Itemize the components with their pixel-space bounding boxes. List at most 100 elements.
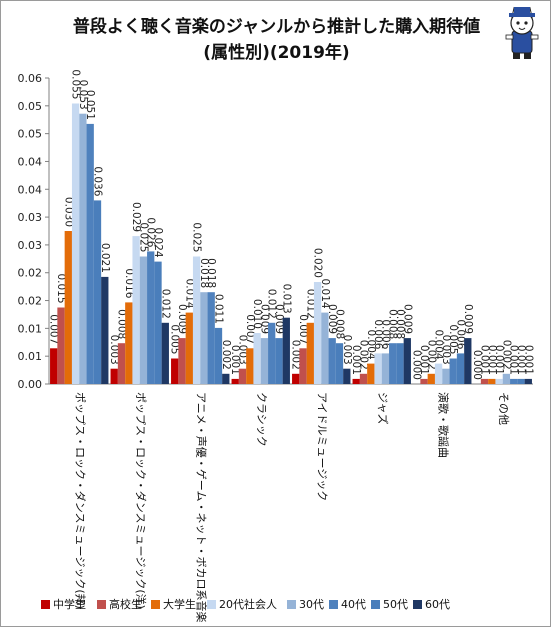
legend-label: 60代 (425, 598, 450, 611)
data-label: 0.004 (433, 330, 445, 360)
bar (359, 373, 368, 384)
bar (185, 312, 193, 384)
bar (480, 378, 489, 384)
bar (510, 378, 518, 384)
bar (110, 368, 118, 384)
legend-label: 40代 (341, 598, 366, 611)
bar (171, 358, 179, 384)
bar (427, 373, 435, 384)
chart-title: 普段よく聴く音楽のジャンルから推計した購入期待値 (72, 17, 481, 37)
data-label: 0.012 (304, 289, 316, 319)
bar (222, 373, 230, 384)
data-label: 0.018 (198, 258, 210, 288)
data-label: 0.009 (326, 304, 338, 334)
legend-item: 50代 (371, 595, 408, 613)
y-tick-label: 0.02 (18, 295, 43, 308)
y-tick-label: 0.05 (18, 128, 43, 141)
y-tick-label: 0.01 (18, 322, 43, 335)
x-category-label: ポップス・ロック・ダンスミュージック(邦) (73, 392, 87, 609)
data-label: 0.020 (312, 248, 324, 278)
legend-swatch (413, 599, 422, 609)
data-label: 0.026 (145, 217, 157, 247)
legend-swatch (41, 599, 50, 609)
data-label: 0.055 (70, 69, 82, 99)
data-label: 0.006 (379, 319, 391, 349)
bar (343, 368, 351, 384)
data-label: 0.002 (220, 340, 232, 370)
x-category-label: アニメ・声優・ゲーム・ネット・ボカロ系音楽 (194, 392, 208, 622)
legend-label: 高校生 (109, 598, 142, 611)
bar (154, 261, 162, 384)
data-label: 0.009 (258, 304, 270, 334)
bar (328, 338, 336, 384)
bar (517, 378, 525, 384)
data-label: 0.009 (273, 304, 285, 334)
legend-label: 50代 (383, 598, 408, 611)
legend-item: 中学生 (41, 595, 86, 613)
bar (132, 236, 140, 384)
legend-label: 大学生 (163, 598, 196, 611)
bar (495, 378, 503, 384)
data-label: 0.003 (341, 335, 353, 365)
data-label: 0.009 (176, 304, 188, 334)
bar (79, 113, 87, 384)
legend-item: 高校生 (97, 595, 142, 613)
bar (161, 322, 169, 384)
bar (434, 363, 443, 384)
bar (420, 378, 428, 384)
bar (117, 343, 126, 384)
data-label: 0.001 (515, 345, 527, 375)
bar (93, 200, 102, 384)
bar (178, 338, 186, 384)
data-label: 0.007 (244, 314, 256, 344)
bar (524, 378, 532, 384)
legend-swatch (97, 599, 106, 609)
data-label: 0.013 (280, 284, 292, 314)
y-tick-label: 0.03 (18, 239, 43, 252)
y-tick-label: 0.06 (18, 72, 43, 85)
data-label: 0.001 (418, 345, 430, 375)
data-label: 0.030 (62, 197, 74, 227)
data-label: 0.009 (401, 304, 413, 334)
y-tick-label: 0.01 (18, 350, 43, 363)
data-label: 0.005 (447, 324, 459, 354)
bar (207, 292, 215, 384)
bar (299, 348, 307, 384)
y-tick-label: 0.02 (18, 267, 43, 280)
data-label: 0.010 (251, 299, 263, 329)
bar (396, 343, 404, 384)
legend-swatch (151, 599, 160, 609)
bar (502, 373, 511, 384)
bar (71, 103, 80, 384)
x-category-label: クラシック (255, 392, 268, 447)
bar (231, 378, 239, 384)
bar (50, 348, 58, 384)
bar (403, 338, 411, 384)
bar (253, 333, 261, 384)
data-label: 0.053 (77, 80, 89, 110)
legend-item: 大学生 (151, 595, 196, 613)
bar (214, 327, 223, 384)
data-label: 0.002 (290, 340, 302, 370)
mascot-cat-illustration (505, 6, 539, 59)
bar (321, 312, 329, 384)
data-label: 0.011 (213, 294, 225, 324)
bar (64, 231, 72, 384)
y-tick-label: 0.04 (18, 183, 43, 196)
bar (86, 123, 94, 385)
data-label: 0.012 (266, 289, 278, 319)
data-label: 0.003 (440, 335, 452, 365)
legend-swatch (329, 599, 338, 609)
legend-swatch (207, 599, 216, 609)
y-tick-label: 0.03 (18, 211, 43, 224)
y-tick-label: 0.05 (18, 100, 43, 113)
data-label: 0.001 (508, 345, 520, 375)
data-label: 0.003 (108, 335, 120, 365)
data-label: 0.015 (55, 273, 67, 303)
data-label: 0.001 (522, 345, 534, 375)
bar (442, 368, 450, 384)
bar (282, 317, 290, 384)
data-label: 0.014 (319, 279, 331, 309)
